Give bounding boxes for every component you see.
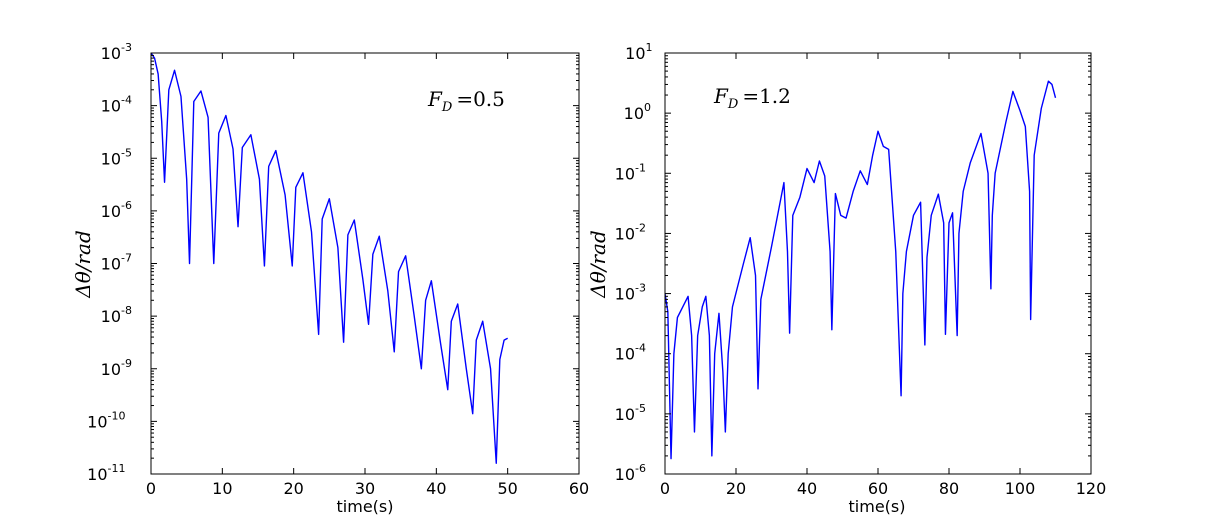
y-tick-label: 10-1 [615, 161, 646, 183]
y-tick-label: 10-9 [101, 357, 132, 379]
series-line [151, 53, 508, 464]
x-tick-label: 40 [426, 479, 446, 498]
x-tick-label: 100 [1005, 479, 1036, 498]
x-tick-label: 80 [939, 479, 959, 498]
y-tick-label: 10-2 [615, 221, 646, 243]
annotation: FD =1.2 [713, 84, 791, 112]
x-axis-label: time(s) [849, 497, 906, 516]
y-tick-label: 101 [625, 41, 652, 63]
x-tick-label: 20 [283, 479, 303, 498]
plot-frame [664, 52, 1092, 475]
y-tick-label: 10-10 [87, 409, 125, 431]
x-tick-label: 0 [660, 479, 670, 498]
chart-panel-left: time(s) Δθ/rad FD =0.5 0 10 20 30 40 50 60 10-11… [71, 41, 589, 516]
x-tick-label: 0 [146, 479, 156, 498]
y-tick-label: 10-11 [87, 462, 125, 484]
annotation-subscript: D [441, 100, 453, 115]
y-tick-label: 10-3 [101, 41, 132, 63]
x-tick-label: 30 [355, 479, 375, 498]
y-tick-label: 10-8 [101, 304, 132, 326]
y-tick-label: 10-6 [101, 199, 132, 221]
y-tick-label: 10-7 [101, 252, 132, 274]
annotation-value: =0.5 [456, 87, 505, 111]
y-tick-label: 100 [624, 101, 651, 123]
annotation: FD =0.5 [427, 87, 505, 115]
annotation-subscript: D [727, 97, 739, 112]
annotation-value: =1.2 [742, 84, 791, 108]
x-tick-label: 60 [868, 479, 888, 498]
svg-text:FD=1.2: FD =1.2 [713, 84, 791, 112]
annotation-symbol: F [713, 84, 729, 108]
y-tick-label: 10-4 [615, 342, 646, 364]
y-tick-label: 10-3 [615, 282, 646, 304]
plot-frame [150, 52, 580, 475]
y-tick-label: 10-5 [615, 402, 646, 424]
y-tick-label: 10-6 [615, 462, 646, 484]
x-tick-label: 10 [212, 479, 232, 498]
x-tick-label: 60 [569, 479, 589, 498]
x-tick-label: 40 [797, 479, 817, 498]
y-tick-label: 10-5 [101, 146, 132, 168]
y-tick-label: 10-4 [101, 94, 132, 116]
x-tick-label: 120 [1076, 479, 1107, 498]
x-tick-label: 20 [726, 479, 746, 498]
chart-panel-right: time(s) Δθ/rad FD =1.2 0 20 40 60 80 100 120 10-… [586, 41, 1106, 516]
y-axis-label: Δθ/rad [586, 230, 610, 299]
svg-text:FD=0.5: FD =0.5 [427, 87, 505, 115]
y-axis-label: Δθ/rad [71, 230, 95, 299]
annotation-symbol: F [427, 87, 443, 111]
series-line [665, 80, 1057, 460]
x-axis-label: time(s) [337, 497, 394, 516]
x-tick-label: 50 [497, 479, 517, 498]
